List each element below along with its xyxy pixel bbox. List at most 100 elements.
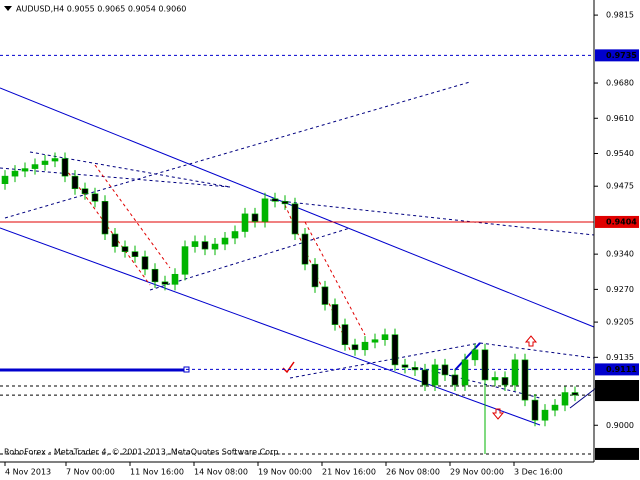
candle-body: [321, 286, 329, 305]
y-tick-label: 0.9610: [606, 114, 634, 123]
candle-body: [361, 341, 369, 351]
trend-line: [289, 342, 481, 379]
candle-body: [571, 392, 579, 396]
y-tick-label: 0.9135: [606, 353, 634, 362]
price-label: 0.9735: [606, 51, 637, 60]
candle-body: [151, 268, 159, 283]
candle-body: [161, 281, 169, 285]
candle-body: [231, 231, 239, 239]
candle-body: [1, 175, 9, 184]
y-tick-label: 0.9815: [606, 11, 634, 20]
candle-body: [261, 198, 269, 222]
y-tick-label: 0.9000: [606, 421, 634, 430]
candle-body: [241, 213, 249, 232]
x-tick-label: 7 Nov 00:00: [66, 468, 115, 477]
candle-body: [61, 158, 69, 177]
candle-body: [491, 377, 499, 381]
trend-line: [479, 342, 595, 359]
candle-body: [371, 339, 379, 343]
candle-body: [441, 364, 449, 376]
candle-body: [251, 213, 259, 222]
candle-body: [21, 168, 29, 172]
candle-body: [461, 359, 469, 386]
x-tick-label: 19 Nov 00:00: [258, 468, 312, 477]
y-tick-label: 0.9270: [606, 285, 634, 294]
candle-body: [411, 367, 419, 371]
trend-line: [269, 199, 595, 236]
price-label: 0.9111: [606, 365, 637, 374]
candle-body: [101, 201, 109, 235]
candle-body: [431, 364, 439, 386]
y-tick-label: 0.9475: [606, 182, 634, 191]
price-label: 0.9078: [606, 382, 637, 391]
price-label-box: [595, 447, 639, 460]
price-label: 0.9060: [606, 391, 637, 400]
candles: [1, 152, 579, 454]
candle-body: [171, 273, 179, 285]
candle-body: [311, 263, 319, 288]
candle-body: [201, 241, 209, 250]
candle-body: [341, 324, 349, 346]
candle-body: [401, 364, 409, 368]
candle-body: [331, 304, 339, 325]
price-label-box: [595, 363, 639, 376]
candle-body: [521, 359, 529, 401]
candle-body: [561, 392, 569, 406]
down-arrow: [491, 408, 505, 420]
candle-body: [501, 377, 509, 386]
candle-body: [301, 233, 309, 265]
price-label-box: [595, 380, 639, 393]
up-arrow: [524, 335, 538, 347]
footer: RoboForex - MetaTrader 4, © 2001-2013, M…: [4, 448, 281, 457]
y-tick-label: 0.9540: [606, 149, 634, 158]
candle-body: [211, 243, 219, 250]
price-label: 0.9404: [606, 217, 637, 226]
price-label-box: [595, 215, 639, 228]
channel-line: [0, 227, 541, 426]
candle-body: [541, 409, 549, 421]
candle-body: [531, 399, 539, 421]
x-tick-label: 4 Nov 2013: [5, 468, 51, 477]
chart-title: AUDUSD,H4 0.9055 0.9065 0.9054 0.9060: [16, 5, 186, 14]
x-tick-label: 21 Nov 16:00: [322, 468, 376, 477]
candle-body: [81, 188, 89, 195]
candle-body: [451, 374, 459, 386]
candle-body: [551, 404, 559, 411]
trend-line: [0, 167, 231, 188]
price-label-box: [595, 49, 639, 62]
candle-body: [31, 164, 39, 169]
candle-body: [471, 349, 479, 361]
candle-body: [481, 349, 489, 381]
x-tick-label: 26 Nov 08:00: [386, 468, 440, 477]
candle-body: [181, 246, 189, 275]
candle-body: [41, 160, 49, 165]
candle-body: [271, 198, 279, 202]
price-label-box: [595, 389, 639, 402]
candle-body: [111, 233, 119, 247]
candle-body: [71, 175, 79, 190]
trend-line: [149, 227, 351, 291]
trend-line: [419, 367, 541, 399]
x-tick-label: 29 Nov 00:00: [450, 468, 504, 477]
candle-body: [421, 369, 429, 386]
candle-body: [191, 241, 199, 247]
x-tick-label: 3 Dec 16:00: [514, 468, 563, 477]
y-tick-label: 0.9680: [606, 79, 634, 88]
candle-body: [391, 334, 399, 366]
price-label: 0.8943: [606, 449, 637, 458]
candle-body: [121, 246, 129, 252]
candle-body: [51, 158, 59, 162]
y-tick-label: 0.9205: [606, 318, 634, 327]
trend-line: [4, 81, 471, 219]
trend-line: [29, 151, 231, 188]
x-tick-label: 14 Nov 08:00: [194, 468, 248, 477]
candle-body: [291, 203, 299, 235]
symbol-icon: [4, 6, 12, 11]
candle-body: [351, 344, 359, 351]
candle-body: [381, 334, 389, 341]
y-tick-label: 0.9340: [606, 250, 634, 259]
